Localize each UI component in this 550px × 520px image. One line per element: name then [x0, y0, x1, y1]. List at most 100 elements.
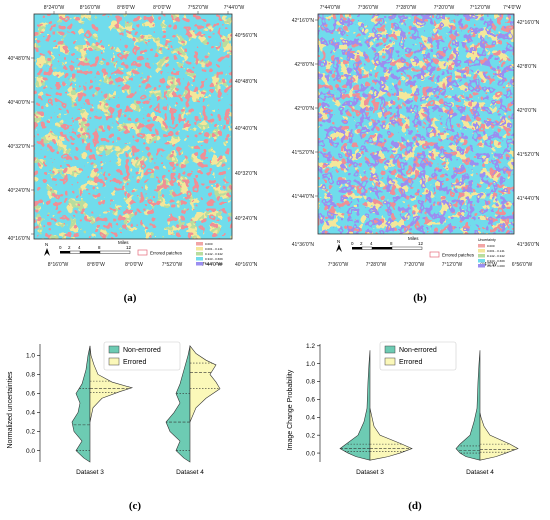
lat-label: 42°0'0"N [517, 108, 537, 114]
lon-label: 7°52'0"W [188, 5, 209, 11]
caption-b: (b) [413, 292, 427, 304]
lat-label: 42°8'0"N [295, 62, 315, 68]
lat-label: 40°56'0"N [235, 33, 258, 39]
y-tick-label: 0.0 [26, 448, 35, 455]
class-label: 0.670 - 1.000 [205, 262, 223, 266]
lon-label: 7°4'0"W [479, 262, 497, 268]
lon-label: 7°28'0"W [396, 5, 417, 11]
lon-label: 7°44'0"W [202, 262, 223, 268]
violin-right-0 [369, 408, 413, 461]
map-b-top-lon: 7°44'0"W 7°36'0"W 7°28'0"W 7°20'0"W 7°12… [320, 5, 521, 11]
lon-label: 8°16'0"W [48, 262, 69, 268]
x-tick-label: Dataset 3 [356, 469, 384, 476]
lon-label: 8°0'0"W [153, 5, 171, 11]
lat-label: 40°32'0"N [235, 171, 258, 177]
north-label: N [45, 242, 48, 247]
north-arrow: N [44, 242, 50, 256]
lat-label: 42°0'0"N [295, 106, 315, 112]
lon-label: 8°16'0"W [80, 5, 101, 11]
map-b: 7°44'0"W 7°36'0"W 7°28'0"W 7°20'0"W 7°12… [292, 5, 540, 268]
lat-label: 41°44'0"N [292, 194, 315, 200]
map-a-frame [33, 13, 233, 240]
scale-unit: Miles [118, 240, 129, 245]
class-swatch [196, 242, 203, 246]
lon-label: 8°24'0"W [44, 5, 65, 11]
scale-unit: Miles [408, 236, 419, 241]
class-label: 0.001 - 0.141 [205, 247, 223, 251]
y-tick-label: 0.4 [306, 415, 315, 422]
legend-label: Non-errored [399, 347, 437, 354]
errored-patches-label: Errored patches [442, 253, 475, 258]
map-a-left-lat: 40°48'0"N 40°40'0"N 40°32'0"N 40°24'0"N … [8, 56, 31, 242]
caption-d: (d) [408, 500, 422, 512]
class-label: 0.142 - 0.342 [205, 252, 223, 256]
class-swatch [196, 247, 203, 251]
y-tick-label: 0.2 [306, 432, 315, 439]
scale-tick: 0 [59, 245, 62, 250]
lat-label: 42°8'0"N [517, 64, 537, 70]
scale-tick: 12 [418, 241, 424, 246]
class-swatch [478, 244, 485, 248]
lat-label: 40°40'0"N [8, 100, 31, 106]
y-tick-label: 0.8 [26, 372, 35, 379]
lon-label: 8°8'0"W [117, 5, 135, 11]
lat-label: 41°44'0"N [517, 196, 540, 202]
legend-swatch-errored [108, 357, 120, 366]
y-tick-label: 0.8 [306, 379, 315, 386]
legend-label: Errored [123, 359, 146, 366]
lon-label: 7°36'0"W [328, 262, 349, 268]
lat-label: 40°24'0"N [235, 216, 258, 222]
violin-left-0 [339, 350, 371, 461]
map-b-bottom-lon: 7°36'0"W 7°28'0"W 7°20'0"W 7°12'0"W 7°4'… [328, 262, 533, 268]
scale-tick: 2 [68, 245, 71, 250]
map-a-top-lon: 8°24'0"W 8°16'0"W 8°8'0"W 8°0'0"W 7°52'0… [44, 5, 245, 11]
lon-label: 7°44'0"W [224, 5, 245, 11]
scale-tick: 8 [390, 241, 393, 246]
violin-chart-c: Normalized uncertainties 0.0 0.2 0.4 0.6 0.8… [7, 341, 221, 476]
lat-label: 40°16'0"N [235, 262, 258, 268]
lat-label: 41°36'0"N [517, 242, 540, 248]
scale-tick: 2 [360, 241, 363, 246]
class-swatch [196, 252, 203, 256]
class-swatch [196, 262, 203, 266]
y-tick-label: 1.0 [306, 361, 315, 368]
map-b-frame [317, 13, 515, 235]
caption-c: (c) [128, 500, 142, 512]
lon-label: 6°56'0"W [512, 262, 533, 268]
scale-tick: 4 [370, 241, 373, 246]
x-tick-label: Dataset 4 [176, 469, 204, 476]
class-swatch [478, 259, 485, 263]
lon-label: 7°12'0"W [442, 262, 463, 268]
class-swatch [478, 249, 485, 253]
legend: Non-errored Errored [379, 341, 457, 371]
legend: Non-errored Errored [103, 341, 181, 371]
scale-bar: 0 2 4 8 12 Miles [351, 236, 424, 250]
map-b-right-lat: 42°16'0"N 42°8'0"N 42°0'0"N 41°52'0"N 41… [517, 20, 540, 248]
lat-label: 40°48'0"N [8, 56, 31, 62]
class-label: 0.000 [205, 242, 213, 246]
north-arrow: N [336, 239, 342, 252]
lon-label: 7°36'0"W [358, 5, 379, 11]
y-tick-label: 0.0 [306, 450, 315, 457]
scale-tick: 12 [126, 245, 132, 250]
lat-label: 42°16'0"N [517, 20, 540, 26]
violin-left-1 [455, 350, 481, 461]
class-label: 0.000 [487, 244, 495, 248]
class-swatch [478, 254, 485, 258]
lat-label: 41°52'0"N [517, 152, 540, 158]
lat-label: 40°48'0"N [235, 79, 258, 85]
lon-label: 8°8'0"W [87, 262, 105, 268]
y-tick-label: 1.2 [306, 343, 315, 350]
legend-title: Uncertainty [478, 238, 496, 242]
class-swatch [196, 257, 203, 261]
violin-right-1 [479, 412, 519, 461]
caption-a: (a) [123, 292, 137, 304]
violin-right-1 [189, 345, 221, 423]
map-a-right-lat: 40°56'0"N 40°48'0"N 40°40'0"N 40°32'0"N … [235, 33, 258, 268]
legend-swatch-non-errored [108, 345, 120, 354]
lat-label: 41°36'0"N [292, 242, 315, 248]
errored-patches-label: Errored patches [150, 251, 183, 256]
lon-label: 7°4'0"W [503, 5, 521, 11]
y-axis-label: Image Change Probability [287, 369, 294, 450]
y-tick-label: 0.6 [306, 397, 315, 404]
